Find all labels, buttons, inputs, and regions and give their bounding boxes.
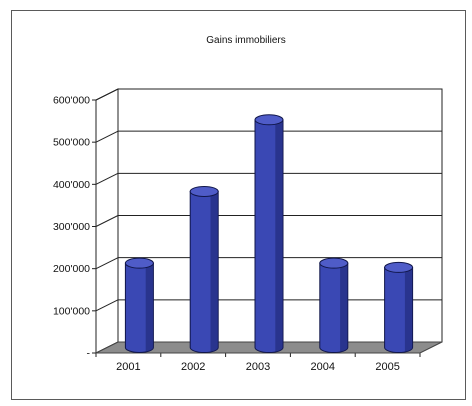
bar-top (384, 261, 414, 273)
bar-shade (275, 119, 284, 352)
bar-2003 (254, 114, 284, 353)
gridline-side (95, 215, 119, 227)
bar-shade (404, 267, 413, 352)
x-tick-label: 2002 (181, 361, 205, 373)
bar-2001 (124, 257, 154, 353)
bar-top (124, 257, 154, 269)
y-tick-label: 400'000 (53, 179, 90, 191)
bar-top (189, 185, 219, 197)
x-tick-label: 2001 (116, 361, 140, 373)
y-tick-label: - (87, 348, 91, 360)
bar-top (319, 257, 349, 269)
bar-top (254, 114, 284, 126)
y-tick-label: 600'000 (53, 95, 90, 107)
bar-2002 (189, 185, 219, 353)
gridline-side (95, 88, 119, 101)
x-tick-label: 2004 (311, 361, 335, 373)
x-tick-label: 2005 (375, 361, 399, 373)
chart-title: Gains immobiliers (206, 35, 285, 46)
y-tick-label: 100'000 (53, 305, 90, 317)
gridline-side (95, 130, 119, 143)
y-tick-label: 300'000 (53, 221, 90, 233)
bar-shade (340, 263, 348, 352)
gridline-side (95, 172, 119, 185)
bar-2004 (319, 257, 349, 353)
y-tick-label: 200'000 (53, 263, 90, 275)
bar-shade (210, 191, 219, 352)
x-tick-label: 2003 (246, 361, 270, 373)
gridline-side (95, 257, 119, 270)
gridline-side (95, 299, 119, 312)
bar-shade (145, 263, 154, 352)
bar-2005 (384, 261, 414, 353)
y-tick-label: 500'000 (53, 137, 90, 149)
